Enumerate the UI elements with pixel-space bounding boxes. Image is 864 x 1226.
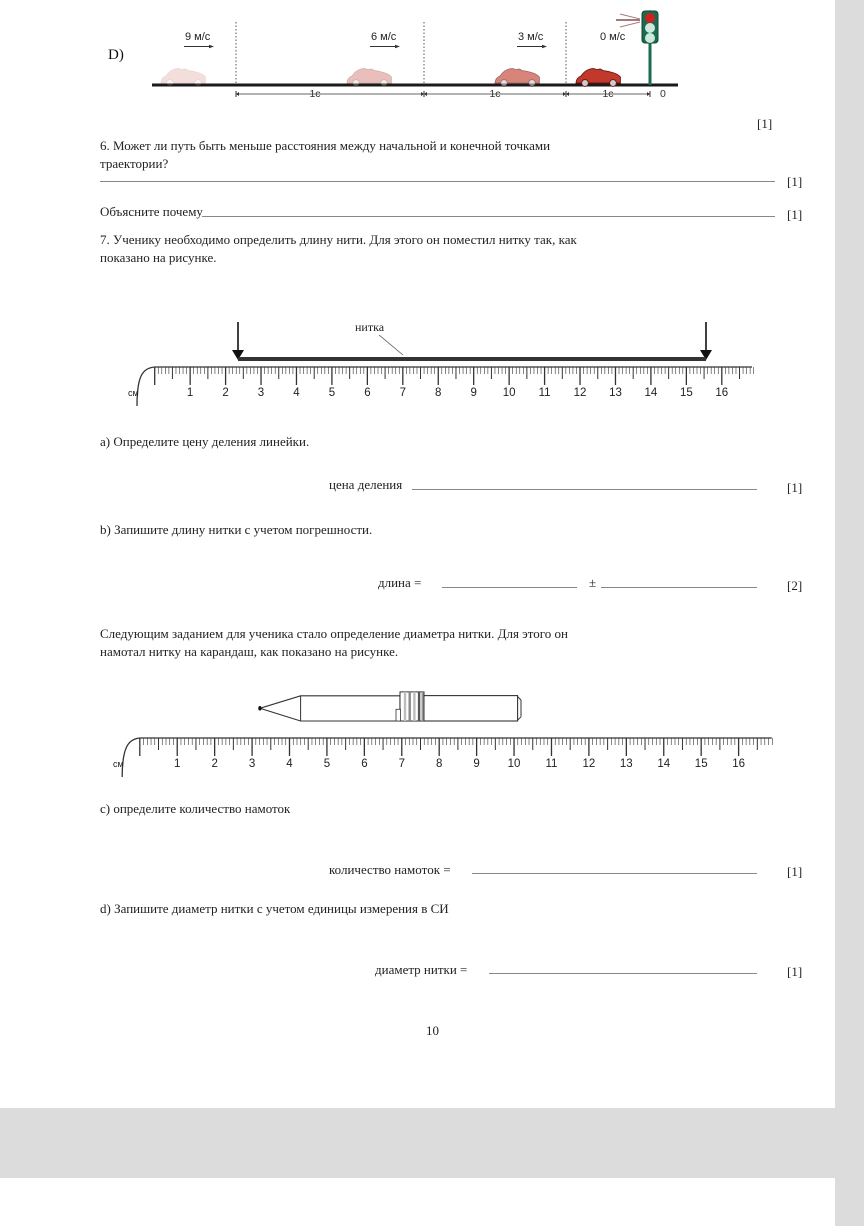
svg-text:15: 15 <box>680 387 693 399</box>
svg-text:16: 16 <box>732 758 745 770</box>
svg-text:7: 7 <box>400 387 406 399</box>
svg-text:см: см <box>128 388 139 398</box>
svg-text:14: 14 <box>657 758 670 770</box>
svg-text:10: 10 <box>503 387 516 399</box>
svg-text:15: 15 <box>695 758 708 770</box>
svg-text:12: 12 <box>574 387 587 399</box>
svg-text:2: 2 <box>222 387 228 399</box>
svg-text:1с: 1с <box>602 88 613 100</box>
svg-text:11: 11 <box>539 387 551 399</box>
svg-text:0: 0 <box>660 88 666 100</box>
svg-text:10: 10 <box>508 758 521 770</box>
svg-text:11: 11 <box>546 758 558 770</box>
svg-text:9: 9 <box>470 387 476 399</box>
svg-text:3: 3 <box>249 758 255 770</box>
svg-text:2: 2 <box>211 758 217 770</box>
svg-text:12: 12 <box>583 758 596 770</box>
svg-text:3 м/с: 3 м/с <box>518 31 544 43</box>
svg-text:6: 6 <box>361 758 367 770</box>
svg-text:4: 4 <box>293 387 300 399</box>
svg-text:8: 8 <box>435 387 441 399</box>
svg-text:1с: 1с <box>309 88 320 100</box>
svg-text:16: 16 <box>715 387 728 399</box>
svg-text:5: 5 <box>329 387 335 399</box>
svg-text:9: 9 <box>473 758 479 770</box>
svg-text:13: 13 <box>620 758 633 770</box>
svg-text:7: 7 <box>399 758 405 770</box>
svg-text:см: см <box>113 759 124 769</box>
svg-text:14: 14 <box>645 387 658 399</box>
svg-text:6: 6 <box>364 387 370 399</box>
svg-text:4: 4 <box>286 758 293 770</box>
svg-text:13: 13 <box>609 387 622 399</box>
svg-text:нитка: нитка <box>355 320 385 334</box>
svg-text:5: 5 <box>324 758 330 770</box>
svg-text:3: 3 <box>258 387 264 399</box>
svg-text:1: 1 <box>174 758 180 770</box>
svg-text:8: 8 <box>436 758 442 770</box>
svg-text:0 м/с: 0 м/с <box>600 31 626 43</box>
svg-text:1с: 1с <box>489 88 500 100</box>
svg-text:9 м/с: 9 м/с <box>185 31 211 43</box>
svg-text:6 м/с: 6 м/с <box>371 31 397 43</box>
svg-text:1: 1 <box>187 387 193 399</box>
